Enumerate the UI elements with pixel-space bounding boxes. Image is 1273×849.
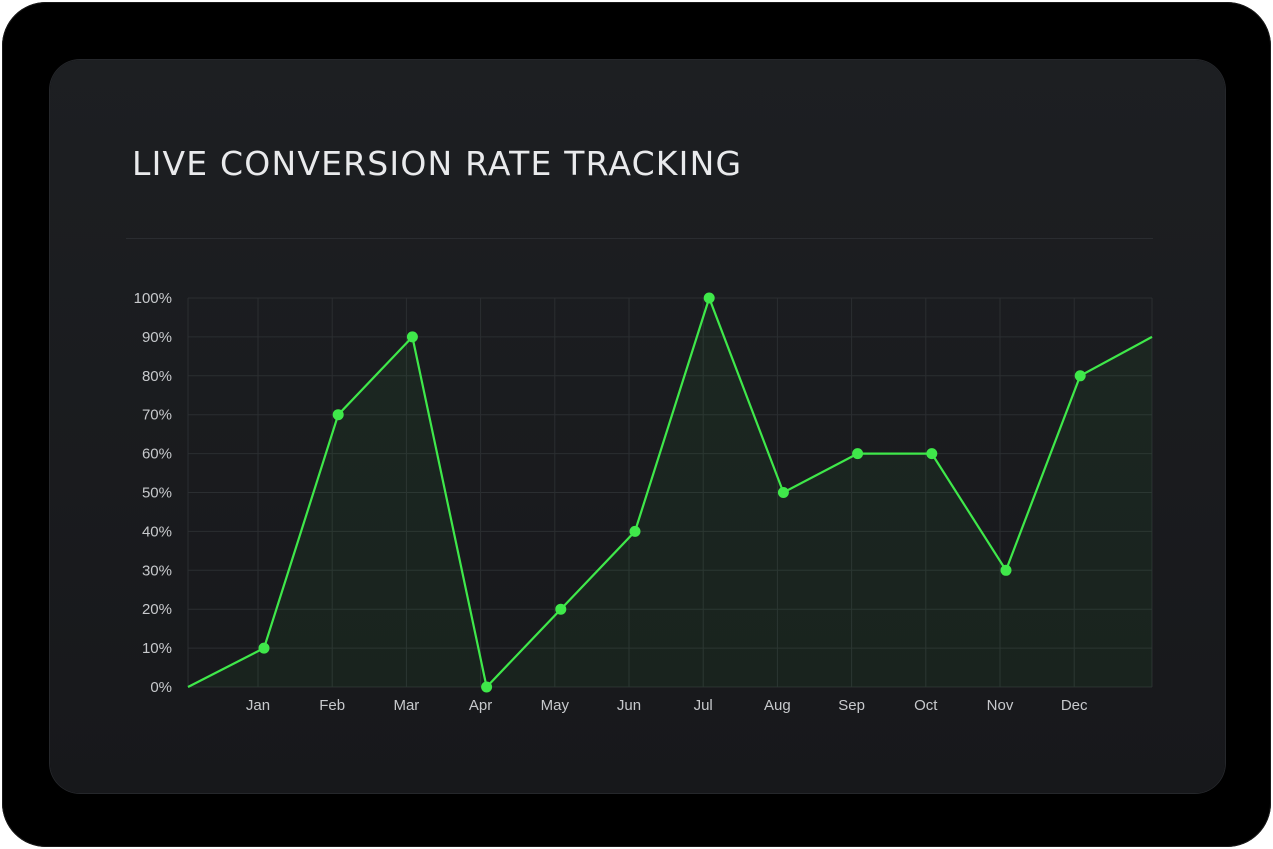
- y-tick-label: 10%: [142, 640, 172, 657]
- x-tick-label: Jun: [617, 697, 641, 714]
- chart-grid: [187, 297, 1153, 688]
- y-tick-label: 90%: [142, 329, 172, 346]
- data-point: [926, 448, 938, 460]
- x-tick-label: Jan: [246, 697, 270, 714]
- x-axis-ticks: Jan Feb Mar Apr May Jun Jul Aug Sep Oct Nov Dec: [246, 697, 1088, 714]
- x-tick-label: Dec: [1061, 697, 1088, 714]
- y-tick-label: 70%: [142, 407, 172, 424]
- x-tick-label: Sep: [838, 697, 865, 714]
- data-point: [1000, 564, 1012, 576]
- data-point: [406, 331, 418, 343]
- y-tick-label: 0%: [150, 679, 172, 696]
- title-divider: [126, 238, 1153, 239]
- chart-area-fill: [188, 298, 1152, 687]
- series-area: [188, 298, 1152, 687]
- y-tick-label: 20%: [142, 601, 172, 618]
- x-tick-label: Nov: [987, 697, 1014, 714]
- chart-title: LIVE CONVERSION RATE TRACKING: [132, 144, 743, 183]
- x-tick-label: Apr: [469, 697, 492, 714]
- data-point: [481, 681, 493, 693]
- y-tick-label: 40%: [142, 523, 172, 540]
- chart-points: [258, 292, 1086, 693]
- data-point: [852, 448, 864, 460]
- x-tick-label: Feb: [319, 697, 345, 714]
- data-point: [332, 409, 344, 421]
- chart-card: [50, 60, 1225, 793]
- x-tick-label: Oct: [914, 697, 938, 714]
- y-axis-ticks: 0% 10% 20% 30% 40% 50% 60% 70% 80% 90% 100%: [134, 290, 172, 696]
- data-point: [777, 487, 789, 498]
- data-point: [258, 642, 270, 654]
- y-tick-label: 30%: [142, 562, 172, 579]
- data-point: [555, 603, 567, 615]
- y-tick-label: 100%: [134, 290, 172, 307]
- data-point: [703, 292, 715, 304]
- x-tick-label: Mar: [393, 697, 419, 714]
- data-point: [1074, 370, 1086, 382]
- x-tick-label: Aug: [764, 697, 791, 714]
- series-line: [187, 294, 1153, 690]
- chart-series-line: [187, 294, 1153, 690]
- x-tick-label: Jul: [694, 697, 713, 714]
- y-tick-label: 60%: [142, 446, 172, 463]
- data-point: [629, 525, 641, 537]
- y-tick-label: 50%: [142, 485, 172, 502]
- y-tick-label: 80%: [142, 368, 172, 385]
- x-tick-label: May: [541, 697, 570, 714]
